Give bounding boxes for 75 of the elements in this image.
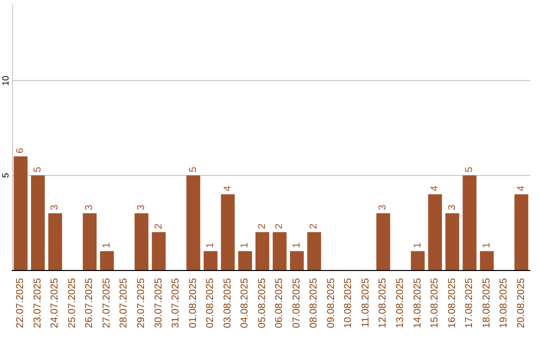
- data-label: 3: [84, 204, 96, 210]
- data-label: 4: [516, 185, 527, 192]
- data-label: 6: [15, 147, 26, 154]
- data-label: 1: [205, 242, 216, 248]
- bar: [14, 156, 28, 270]
- x-tick-label: 04.08.2025: [240, 278, 251, 328]
- data-label: 5: [188, 166, 199, 172]
- x-tick-label: 26.07.2025: [84, 278, 96, 328]
- bar: [204, 251, 218, 270]
- x-tick-label: 05.08.2025: [256, 278, 268, 328]
- bar: [186, 175, 200, 270]
- data-label: 4: [430, 185, 441, 192]
- x-tick-label: 25.07.2025: [66, 278, 78, 328]
- x-tick-label: 14.08.2025: [412, 278, 424, 328]
- bar: [290, 251, 304, 270]
- x-tick-label: 18.08.2025: [481, 278, 492, 328]
- data-label: 5: [464, 166, 476, 172]
- x-tick-label: 12.08.2025: [378, 278, 389, 328]
- x-tick-label: 23.07.2025: [32, 278, 44, 328]
- data-label: 3: [446, 204, 458, 210]
- bar: [376, 213, 390, 270]
- bar: [428, 194, 442, 270]
- x-tick-label: 28.07.2025: [118, 278, 130, 328]
- data-label: 3: [136, 204, 147, 210]
- bar: [238, 251, 252, 270]
- y-tick-label: 10: [0, 76, 10, 86]
- bar: [445, 213, 460, 270]
- data-label: 1: [481, 242, 492, 248]
- x-tick-label: 27.07.2025: [101, 278, 112, 328]
- x-tick-label: 31.07.2025: [170, 278, 182, 328]
- x-tick-label: 19.08.2025: [498, 278, 510, 328]
- x-tick-label: 06.08.2025: [274, 278, 286, 328]
- data-label: 1: [291, 242, 302, 248]
- x-tick-label: 08.08.2025: [308, 278, 320, 328]
- x-tick-label: 20.08.2025: [516, 278, 527, 328]
- data-label: 5: [32, 166, 44, 172]
- bar: [410, 251, 425, 270]
- x-tick-label: 30.07.2025: [153, 278, 164, 328]
- data-label: 3: [378, 204, 389, 210]
- x-tick-label: 15.08.2025: [430, 278, 441, 328]
- data-label: 4: [222, 185, 234, 192]
- bar: [30, 175, 45, 270]
- bar: [462, 175, 476, 270]
- bar: [100, 251, 114, 270]
- data-label: 2: [153, 223, 164, 230]
- x-tick-label: 10.08.2025: [343, 278, 354, 328]
- data-label: 3: [50, 204, 61, 210]
- data-label: 2: [308, 223, 320, 230]
- data-label: 1: [240, 242, 251, 248]
- bar: [220, 194, 235, 270]
- x-tick-label: 01.08.2025: [188, 278, 199, 328]
- bar: [48, 213, 62, 270]
- bar: [514, 194, 528, 270]
- x-tick-label: 09.08.2025: [326, 278, 337, 328]
- x-tick-label: 29.07.2025: [136, 278, 147, 328]
- x-tick-label: 11.08.2025: [360, 278, 372, 328]
- x-tick-label: 02.08.2025: [205, 278, 216, 328]
- x-tick-label: 07.08.2025: [291, 278, 302, 328]
- data-label: 1: [412, 242, 424, 248]
- bar: [307, 232, 322, 270]
- x-tick-label: 03.08.2025: [222, 278, 234, 328]
- bar: [255, 232, 270, 270]
- data-label: 1: [101, 242, 112, 248]
- data-label: 2: [256, 223, 268, 230]
- bar: [480, 251, 494, 270]
- x-tick-label: 17.08.2025: [464, 278, 476, 328]
- x-tick-label: 16.08.2025: [446, 278, 458, 328]
- bar: [152, 232, 166, 270]
- x-tick-label: 22.07.2025: [15, 278, 26, 328]
- data-label: 2: [274, 223, 286, 230]
- x-tick-label: 24.07.2025: [50, 278, 61, 328]
- bar: [272, 232, 287, 270]
- x-tick-label: 13.08.2025: [395, 278, 406, 328]
- bar: [82, 213, 97, 270]
- bar: [134, 213, 148, 270]
